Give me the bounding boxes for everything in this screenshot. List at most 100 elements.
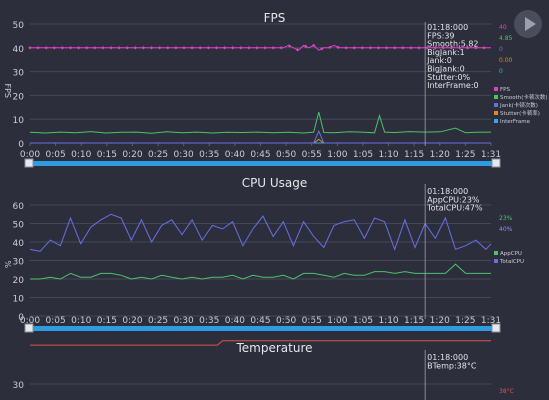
legend-swatch <box>494 95 498 99</box>
range-slider-handle-left <box>24 323 34 333</box>
fps-point <box>482 46 486 50</box>
cursor-readout: AppCPU:23% <box>427 195 480 204</box>
fps-point <box>36 46 40 50</box>
fps-point <box>149 46 154 50</box>
fps-point <box>376 46 381 50</box>
legend-swatch <box>494 119 498 123</box>
fps-point <box>449 46 454 50</box>
x-tick-label: 1:25 <box>455 150 475 160</box>
temperature-title: Temperature <box>236 341 313 355</box>
y-tick-label: 60 <box>13 202 25 212</box>
y-tick-label: 0 <box>18 313 24 323</box>
cursor-readout: FPS:39 <box>427 31 454 40</box>
legend-swatch <box>494 259 498 263</box>
cursor-readout: Stutter:0% <box>427 73 470 82</box>
cursor-readout: BigJank:1 <box>427 48 465 57</box>
legend-label: Jank(卡顿次数) <box>499 101 538 109</box>
fps-point <box>441 46 446 50</box>
range-slider-handle-right <box>491 158 501 168</box>
fps-point <box>474 46 478 50</box>
fps-point <box>230 46 235 50</box>
right-value: 0.00 <box>499 57 513 64</box>
fps-point <box>352 46 356 50</box>
x-tick-label: 0:00 <box>20 150 40 160</box>
fps-point <box>28 46 32 50</box>
series-line-totalcpu <box>29 213 492 252</box>
fps-point <box>303 44 308 49</box>
y-tick-label: 40 <box>13 239 25 249</box>
cpu-panel: CPU Usage 0 10 20 30 40 50 60% 0:00 0:05 0:10 0:15… <box>0 170 549 340</box>
x-tick-label: 1:31 <box>481 316 501 326</box>
cursor-readout: TotalCPU:47% <box>426 204 483 213</box>
x-tick-label: 0:05 <box>46 150 66 160</box>
range-slider-handle-left <box>24 158 34 168</box>
x-tick-label: 0:20 <box>122 316 142 326</box>
fps-point <box>401 46 405 50</box>
x-tick-label: 0:45 <box>250 150 270 160</box>
x-tick-label: 0:50 <box>276 316 296 326</box>
cursor-readout: BTemp:38°C <box>427 361 477 370</box>
cursor-readout: BigJank:0 <box>427 65 465 74</box>
fps-point <box>247 46 251 50</box>
fps-point <box>425 46 429 50</box>
fps-point <box>328 45 332 50</box>
fps-point <box>368 46 373 50</box>
y-tick-label: 30 <box>13 69 25 79</box>
fps-point <box>76 46 81 50</box>
series-line-smooth <box>29 111 492 134</box>
fps-panel: FPS 0 10 20 30 40 50 FPS 0:00 0:05 0:10 0:15 0:20 0:… <box>0 0 549 170</box>
fps-point <box>125 46 129 50</box>
x-tick-label: 1:20 <box>430 150 450 160</box>
fps-point <box>68 46 73 50</box>
x-tick-label: 0:50 <box>276 150 296 160</box>
fps-point <box>206 46 211 50</box>
legend-swatch <box>494 111 498 115</box>
fps-point <box>182 46 186 50</box>
play-icon[interactable] <box>514 10 542 38</box>
x-tick-label: 1:20 <box>430 316 450 326</box>
x-tick-label: 0:00 <box>20 316 40 326</box>
x-tick-label: 0:35 <box>199 150 219 160</box>
fps-point <box>174 46 178 50</box>
fps-point <box>101 46 105 50</box>
x-tick-label: 0:55 <box>302 150 322 160</box>
fps-point <box>360 46 365 50</box>
legend-label: FPS <box>500 87 510 93</box>
y-tick-label: 50 <box>13 221 25 231</box>
x-tick-label: 0:30 <box>174 316 194 326</box>
series-line-jank <box>30 129 491 144</box>
legend-label: AppCPU <box>500 251 522 257</box>
y-tick-label: 30 <box>13 381 25 391</box>
fps-point <box>198 46 202 50</box>
fps-point <box>465 46 470 50</box>
x-tick-label: 0:05 <box>46 316 66 326</box>
fps-point <box>279 46 283 50</box>
x-tick-label: 0:10 <box>71 316 91 326</box>
y-tick-label: 0 <box>18 140 24 150</box>
y-axis-label: FPS <box>3 84 12 99</box>
fps-point <box>384 46 389 50</box>
fps-point <box>60 46 65 50</box>
legend-swatch <box>494 103 498 107</box>
x-tick-label: 0:35 <box>199 316 219 326</box>
fps-point <box>344 46 348 50</box>
right-value: 4.85 <box>499 35 513 42</box>
fps-point <box>271 46 275 50</box>
temperature-panel: Temperature 30 01:18:000 BTemp:38°C 38°C <box>0 336 549 400</box>
right-value: 0 <box>499 46 503 53</box>
range-slider-track <box>28 161 495 166</box>
y-tick-label: 20 <box>13 276 25 286</box>
cpu-chart: 0 10 20 30 40 50 60% 0:00 0:05 0:10 0:15 0:20 0:25 0:… <box>3 184 524 333</box>
fps-point <box>311 43 316 48</box>
y-tick-label: 50 <box>13 21 25 31</box>
fps-point <box>320 47 324 51</box>
x-tick-label: 1:31 <box>481 150 501 160</box>
fps-point <box>44 46 48 50</box>
fps-point <box>52 46 57 50</box>
fps-point <box>117 46 121 50</box>
fps-point <box>214 46 219 50</box>
fps-point <box>133 46 138 50</box>
x-tick-label: 1:15 <box>404 316 424 326</box>
x-tick-label: 0:15 <box>97 150 117 160</box>
